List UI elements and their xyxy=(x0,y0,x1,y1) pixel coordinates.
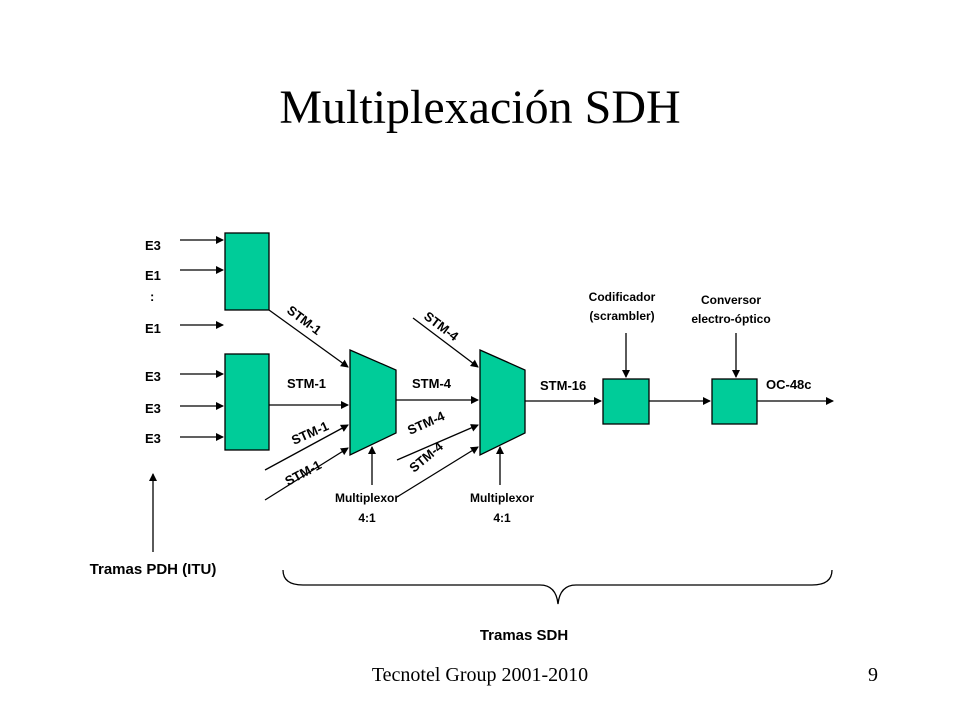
stm4-line-d xyxy=(396,446,479,498)
stm1-line-d xyxy=(264,447,349,501)
label-stm1-diag-a: STM-1 xyxy=(284,302,324,337)
mux1-label-line2: 4:1 xyxy=(358,511,376,525)
scrambler-label-line1: Codificador xyxy=(589,290,656,304)
label-stm1-horiz: STM-1 xyxy=(287,376,326,391)
input-label-dots: : xyxy=(150,289,154,304)
input-label-e1-b: E1 xyxy=(145,321,161,336)
label-stm1-diag-c: STM-1 xyxy=(282,457,323,489)
sdh-label: Tramas SDH xyxy=(480,627,568,644)
scrambler-label-line2: (scrambler) xyxy=(589,309,654,323)
mux2-label-line1: Multiplexor xyxy=(470,491,534,505)
scrambler-box xyxy=(602,378,650,425)
sdh-brace xyxy=(282,569,833,605)
mapper-box-2 xyxy=(224,353,270,451)
converter-box xyxy=(711,378,758,425)
label-stm16: STM-16 xyxy=(540,378,586,393)
input-label-e3-a: E3 xyxy=(145,238,161,253)
input-label-e3-b: E3 xyxy=(145,369,161,384)
multiplexer-2 xyxy=(479,348,526,457)
slide-title: Multiplexación SDH xyxy=(279,81,681,134)
page-number: 9 xyxy=(868,664,878,686)
label-stm1-diag-b: STM-1 xyxy=(289,418,331,448)
mux2-label-line2: 4:1 xyxy=(493,511,511,525)
multiplexer-1 xyxy=(349,349,397,457)
mux1-label-line1: Multiplexor xyxy=(335,491,399,505)
input-label-e1-a: E1 xyxy=(145,268,161,283)
input-label-e3-c: E3 xyxy=(145,401,161,416)
mapper-box-1 xyxy=(224,232,270,311)
stm4-line-a xyxy=(412,317,479,368)
label-oc48c: OC-48c xyxy=(766,377,812,392)
label-stm4-diag-b: STM-4 xyxy=(405,408,447,438)
footer-text: Tecnotel Group 2001-2010 xyxy=(371,664,589,686)
pdh-label: Tramas PDH (ITU) xyxy=(90,561,217,578)
stm4-line-c xyxy=(396,424,479,461)
input-label-e3-d: E3 xyxy=(145,431,161,446)
stm1-line-a xyxy=(268,309,349,368)
stm1-line-c xyxy=(264,424,349,471)
label-stm4-horiz: STM-4 xyxy=(412,376,452,391)
converter-label-line1: Conversor xyxy=(701,293,761,307)
converter-label-line2: electro-óptico xyxy=(691,312,770,326)
